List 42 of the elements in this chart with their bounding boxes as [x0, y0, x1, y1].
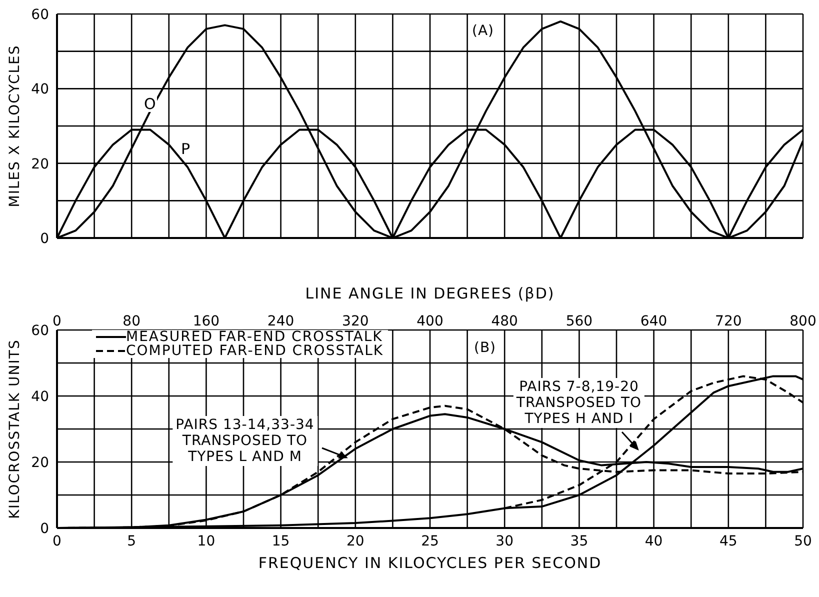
annotation: (A) [468, 22, 498, 40]
y-tick-label: 40 [31, 388, 49, 405]
x-tick-label: 25 [421, 534, 439, 550]
y-tick-label: 0 [40, 230, 49, 247]
x-tick-label: 480 [491, 314, 518, 330]
x-tick-label: 35 [570, 534, 588, 550]
x-tick-label: 560 [566, 314, 593, 330]
x-axis-title: LINE ANGLE IN DEGREES (βD) [305, 284, 555, 303]
x-tick-label: 240 [267, 314, 294, 330]
x-tick-label: 320 [342, 314, 369, 330]
x-tick-label: 80 [122, 314, 141, 330]
x-tick-label: 20 [346, 534, 364, 550]
x-tick-label: 50 [794, 534, 812, 550]
y-tick-label: 60 [31, 6, 49, 23]
y-tick-label: 20 [31, 156, 49, 172]
x-tick-label: 0 [52, 534, 62, 550]
x-tick-label: 40 [644, 534, 663, 550]
x-tick-label: 30 [496, 534, 514, 550]
legend-label: COMPUTED FAR-END CROSSTALK [126, 343, 384, 359]
annotation: PAIRS 7-8,19-20 TRANSPOSED TO TYPES H AND I [513, 378, 645, 428]
legend-label: MEASURED FAR-END CROSSTALK [126, 329, 383, 345]
y-axis-title: KILOCROSSTALK UNITS [6, 339, 23, 519]
x-tick-label: 720 [715, 314, 742, 330]
x-tick-label: 800 [790, 314, 816, 330]
x-tick-label: 640 [640, 314, 668, 330]
y-tick-label: 0 [40, 520, 49, 537]
annotation: (B) [470, 339, 500, 357]
x-tick-label: 5 [127, 534, 136, 550]
x-tick-label: 15 [272, 534, 290, 550]
y-tick-label: 20 [31, 454, 49, 471]
series-label: P [180, 140, 192, 158]
x-tick-label: 160 [192, 314, 220, 330]
x-axis-title: FREQUENCY IN KILOCYCLES PER SECOND [258, 554, 602, 572]
x-tick-label: 0 [52, 314, 62, 330]
y-tick-label: 60 [31, 322, 49, 339]
annotation: PAIRS 13-14,33-34 TRANSPOSED TO TYPES L AND M [172, 416, 318, 466]
x-tick-label: 45 [719, 534, 738, 550]
x-tick-label: 400 [416, 314, 444, 330]
x-tick-label: 10 [197, 534, 216, 550]
y-axis-title: MILES X KILOCYCLES [6, 44, 23, 208]
y-tick-label: 40 [31, 82, 49, 98]
series-label: O [143, 95, 157, 113]
